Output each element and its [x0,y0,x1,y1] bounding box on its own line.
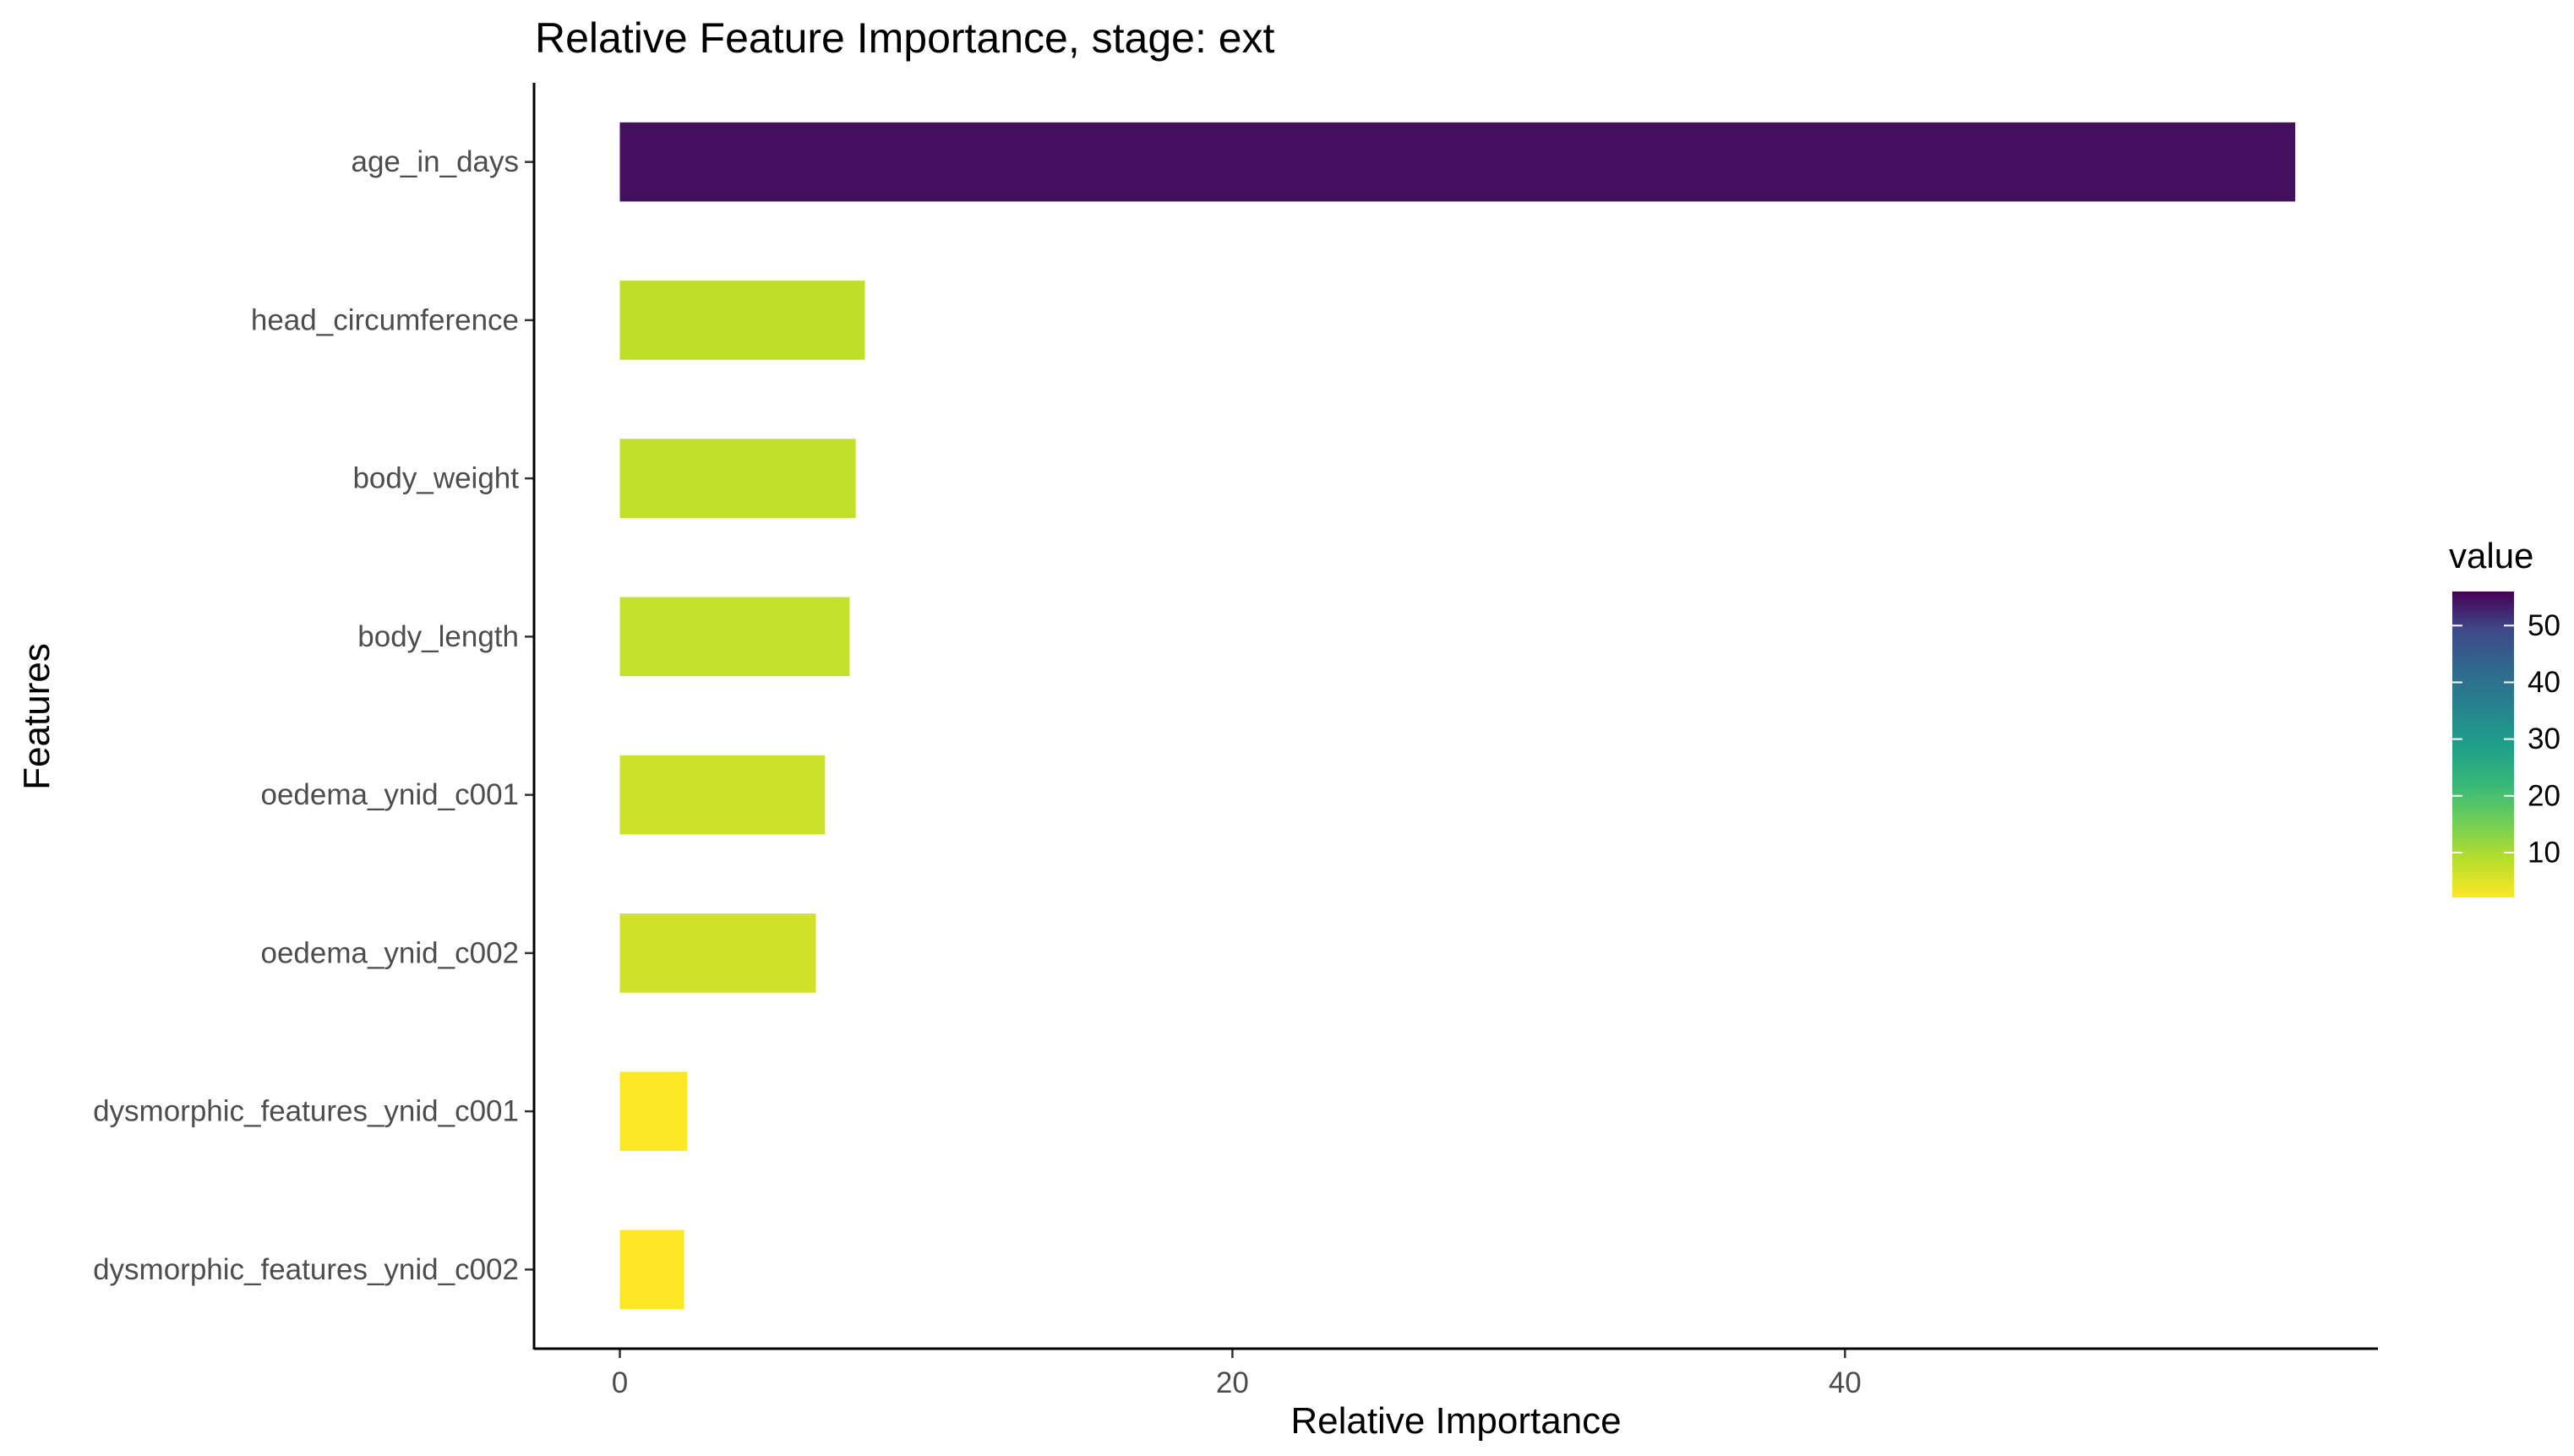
legend-colorbar [2452,592,2514,897]
legend-tick-label: 50 [2528,609,2560,642]
y-axis-ticks: age_in_days head_circumference body_weight… [93,145,534,1286]
x-tick-label: 0 [612,1366,628,1399]
bar-dysmorphic_features_ynid_c001 [619,1072,688,1151]
y-tick-label: head_circumference [251,303,519,336]
y-tick-label: oedema_ynid_c002 [260,936,519,969]
y-tick-label: oedema_ynid_c001 [260,778,519,811]
legend-tick-label: 20 [2528,779,2560,812]
x-tick-label: 40 [1829,1366,1862,1399]
y-axis-title: Features [16,643,57,790]
chart-title: Relative Feature Importance, stage: ext [535,14,1275,62]
legend-tick-label: 40 [2528,666,2560,699]
y-tick-label: body_weight [352,462,519,495]
legend-tick-label: 10 [2528,836,2560,869]
x-axis-title: Relative Importance [1290,1400,1621,1442]
bar-age_in_days [619,122,2296,202]
bar-head_circumference [619,281,865,360]
bars-group [619,122,2296,1310]
bar-oedema_ynid_c001 [619,755,826,835]
y-tick-label: dysmorphic_features_ynid_c002 [93,1253,519,1286]
legend-title: value [2449,536,2533,575]
bar-dysmorphic_features_ynid_c002 [619,1230,684,1310]
legend-tick-label: 30 [2528,723,2560,755]
bar-body_length [619,597,850,677]
bar-oedema_ynid_c002 [619,913,816,993]
legend: value 10 20 30 40 50 [2449,536,2560,897]
x-tick-label: 20 [1216,1366,1249,1399]
y-tick-label: age_in_days [352,145,520,178]
bar-body_weight [619,439,856,518]
y-tick-label: dysmorphic_features_ynid_c001 [93,1095,519,1128]
legend-ticks: 10 20 30 40 50 [2452,609,2560,869]
x-axis-ticks: 0 20 40 [612,1349,1862,1399]
y-tick-label: body_length [357,620,519,653]
